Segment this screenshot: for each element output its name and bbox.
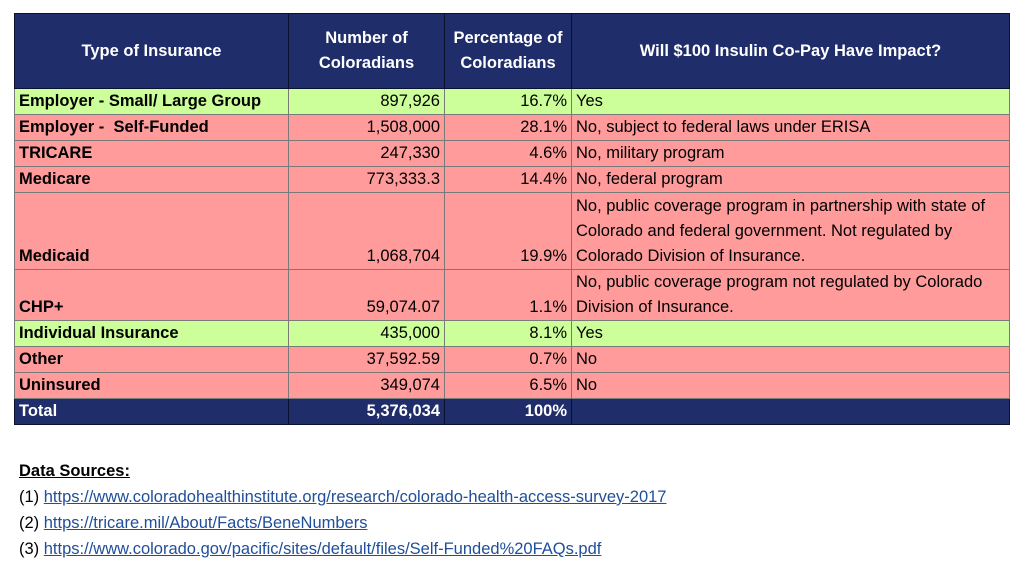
cell-impact: No <box>571 346 1010 373</box>
cell-impact: No, public coverage program not regulate… <box>571 269 1010 321</box>
cell-number: 435,000 <box>288 320 445 347</box>
source-item: (1) https://www.coloradohealthinstitute.… <box>19 484 667 510</box>
table-row: Uninsured 349,074 6.5% No <box>14 372 1010 399</box>
table-row: Medicaid 1,068,704 19.9% No, public cove… <box>14 192 1010 270</box>
cell-type: Individual Insurance <box>14 320 289 347</box>
cell-type: Medicare <box>14 166 289 193</box>
table-row: TRICARE 247,330 4.6% No, military progra… <box>14 140 1010 167</box>
source-prefix: (1) <box>19 488 44 506</box>
cell-percent: 28.1% <box>444 114 572 141</box>
table-row: Individual Insurance 435,000 8.1% Yes <box>14 320 1010 347</box>
cell-number: 1,508,000 <box>288 114 445 141</box>
header-number: Number of Coloradians <box>288 13 445 89</box>
table-row: Medicare 773,333.3 14.4% No, federal pro… <box>14 166 1010 193</box>
header-type: Type of Insurance <box>14 13 289 89</box>
source-link[interactable]: https://www.colorado.gov/pacific/sites/d… <box>43 540 602 558</box>
cell-number: 897,926 <box>288 88 445 115</box>
source-prefix: (3) <box>19 540 44 558</box>
cell-impact: Yes <box>571 88 1010 115</box>
cell-percent: 4.6% <box>444 140 572 167</box>
cell-impact: No, subject to federal laws under ERISA <box>571 114 1010 141</box>
total-label: Total <box>14 398 289 425</box>
cell-number: 773,333.3 <box>288 166 445 193</box>
source-item: (2) https://tricare.mil/About/Facts/Bene… <box>19 510 667 536</box>
cell-number: 247,330 <box>288 140 445 167</box>
table-row: Employer - Self-Funded 1,508,000 28.1% N… <box>14 114 1010 141</box>
cell-impact: No <box>571 372 1010 399</box>
header-row: Type of Insurance Number of Coloradians … <box>14 13 1010 89</box>
source-link[interactable]: https://www.coloradohealthinstitute.org/… <box>43 488 667 506</box>
header-percent-text: Percentage of Coloradians <box>453 29 563 72</box>
cell-impact: Yes <box>571 320 1010 347</box>
total-number: 5,376,034 <box>288 398 445 425</box>
cell-number: 59,074.07 <box>288 269 445 321</box>
source-link[interactable]: https://tricare.mil/About/Facts/BeneNumb… <box>43 514 368 532</box>
insurance-table: Type of Insurance Number of Coloradians … <box>14 13 1010 425</box>
cell-type: Employer - Small/ Large Group <box>14 88 289 115</box>
data-sources: Data Sources: (1) https://www.coloradohe… <box>19 458 667 562</box>
header-percent: Percentage of Coloradians <box>444 13 572 89</box>
cell-type: CHP+ <box>14 269 289 321</box>
header-number-text: Number of Coloradians <box>318 29 415 72</box>
cell-percent: 1.1% <box>444 269 572 321</box>
source-prefix: (2) <box>19 514 44 532</box>
cell-impact: No, federal program <box>571 166 1010 193</box>
cell-number: 37,592.59 <box>288 346 445 373</box>
cell-impact: No, public coverage program in partnersh… <box>571 192 1010 270</box>
total-impact-empty <box>571 398 1010 425</box>
table-row: CHP+ 59,074.07 1.1% No, public coverage … <box>14 269 1010 321</box>
cell-impact: No, military program <box>571 140 1010 167</box>
cell-percent: 16.7% <box>444 88 572 115</box>
cell-type: Other <box>14 346 289 373</box>
cell-type: Medicaid <box>14 192 289 270</box>
total-row: Total 5,376,034 100% <box>14 398 1010 425</box>
cell-number: 349,074 <box>288 372 445 399</box>
cell-type: Uninsured <box>14 372 289 399</box>
sources-title: Data Sources: <box>19 462 130 480</box>
cell-percent: 8.1% <box>444 320 572 347</box>
cell-type: Employer - Self-Funded <box>14 114 289 141</box>
total-percent: 100% <box>444 398 572 425</box>
table-row: Other 37,592.59 0.7% No <box>14 346 1010 373</box>
header-impact: Will $100 Insulin Co-Pay Have Impact? <box>571 13 1010 89</box>
source-item: (3) https://www.colorado.gov/pacific/sit… <box>19 536 667 562</box>
table-row: Employer - Small/ Large Group 897,926 16… <box>14 88 1010 115</box>
cell-number: 1,068,704 <box>288 192 445 270</box>
cell-percent: 6.5% <box>444 372 572 399</box>
cell-percent: 19.9% <box>444 192 572 270</box>
cell-percent: 14.4% <box>444 166 572 193</box>
cell-percent: 0.7% <box>444 346 572 373</box>
cell-type: TRICARE <box>14 140 289 167</box>
